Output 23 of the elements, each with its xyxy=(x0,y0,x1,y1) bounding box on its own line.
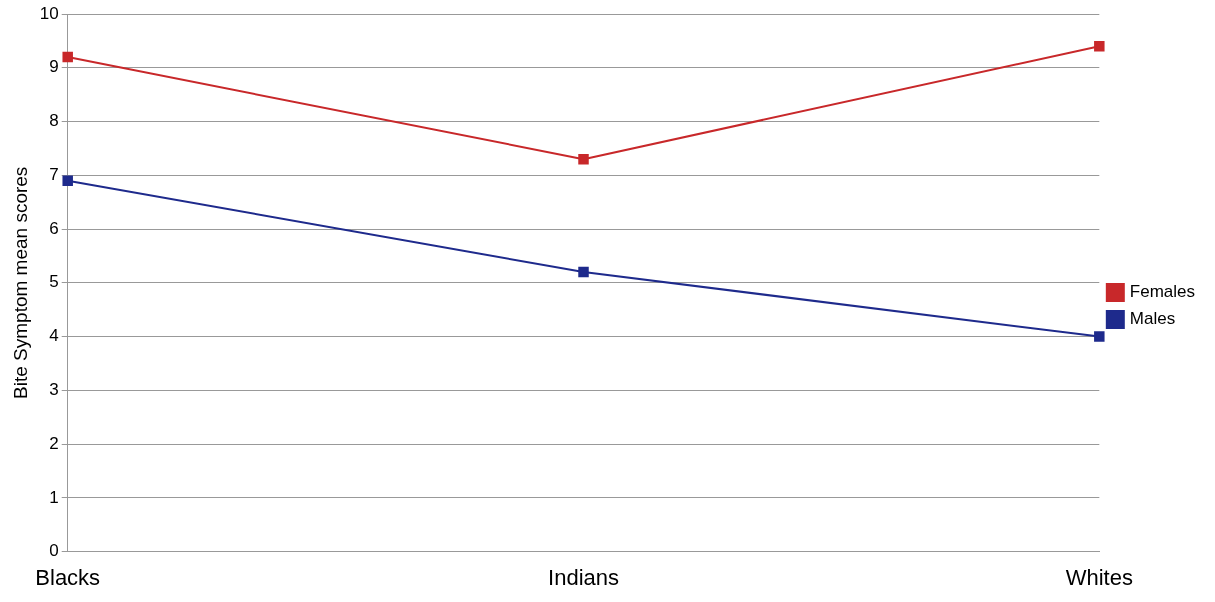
point xyxy=(62,51,73,63)
y-tick-label: 7 xyxy=(49,164,59,184)
y-tick-label: 5 xyxy=(49,272,59,292)
y-tick-label: 2 xyxy=(49,433,59,453)
y-tick-label: 1 xyxy=(49,487,59,507)
point xyxy=(1094,41,1105,52)
point xyxy=(1094,331,1105,342)
y-tick-label: 3 xyxy=(49,380,59,400)
x-tick-label: Indians xyxy=(548,564,619,590)
legend-label: Females xyxy=(1129,282,1195,302)
y-tick-label: 10 xyxy=(39,3,59,23)
point xyxy=(62,175,73,186)
x-tick-label: Whites xyxy=(1065,564,1133,590)
y-axis-title: Bite Symptom mean scores xyxy=(9,166,31,399)
legend-label: Males xyxy=(1129,309,1176,329)
y-tick-label: 6 xyxy=(49,218,59,238)
y-tick-label: 9 xyxy=(49,57,59,77)
point xyxy=(578,153,589,165)
y-tick-label: 4 xyxy=(49,326,59,346)
point xyxy=(578,266,589,278)
y-tick-label: 8 xyxy=(49,111,59,131)
y-tick-label: 0 xyxy=(49,541,59,561)
x-tick-label: Blacks xyxy=(35,564,101,590)
